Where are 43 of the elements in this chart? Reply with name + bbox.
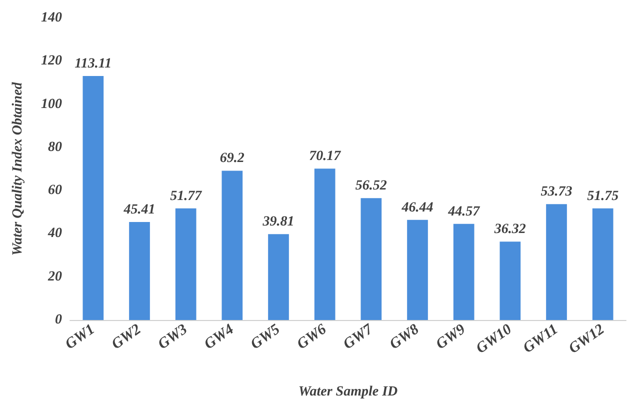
y-tick-label: 100 — [41, 96, 62, 112]
x-tick-label: GW1 — [62, 321, 98, 353]
data-label: 69.2 — [220, 151, 244, 166]
bar — [175, 208, 196, 320]
bar — [453, 224, 474, 320]
x-tick-label: GW6 — [294, 321, 330, 353]
data-label: 44.57 — [447, 204, 481, 220]
x-tick-label: GW5 — [248, 321, 284, 353]
bar — [546, 204, 567, 320]
y-tick-label: 0 — [55, 312, 62, 328]
y-axis-title: Water Quality Index Obtained — [10, 81, 26, 256]
y-tick-label: 120 — [41, 54, 62, 69]
data-label: 70.17 — [309, 149, 342, 164]
y-tick-label: 60 — [48, 183, 62, 198]
data-label: 56.52 — [355, 178, 387, 194]
bar — [407, 220, 428, 320]
x-tick-label: GW2 — [108, 321, 144, 353]
data-label: 46.44 — [400, 200, 434, 216]
bar — [592, 208, 614, 320]
y-tick-label: 140 — [41, 10, 62, 26]
data-label: 51.75 — [587, 188, 619, 204]
x-axis-title: Water Sample ID — [298, 384, 398, 400]
bar — [500, 242, 521, 320]
y-tick-label: 20 — [47, 269, 62, 284]
bar — [314, 168, 336, 320]
data-label: 53.73 — [540, 184, 572, 200]
data-label: 36.32 — [493, 222, 526, 238]
bar — [360, 198, 382, 320]
data-label: 39.81 — [262, 214, 294, 230]
bar — [129, 222, 150, 320]
x-tick-label: GW8 — [386, 321, 422, 353]
data-label: 113.11 — [74, 56, 112, 72]
x-tick-label: GW7 — [340, 321, 376, 353]
bar — [222, 170, 243, 320]
y-tick-label: 80 — [48, 140, 62, 155]
y-tick-label: 40 — [47, 226, 62, 242]
data-label: 45.41 — [122, 202, 156, 218]
x-tick-label: GW4 — [202, 321, 238, 353]
x-tick-label: GW3 — [155, 321, 191, 353]
data-label: 51.77 — [170, 188, 203, 204]
bar — [82, 76, 104, 320]
x-tick-label: GW9 — [433, 321, 469, 353]
bar — [268, 234, 289, 320]
